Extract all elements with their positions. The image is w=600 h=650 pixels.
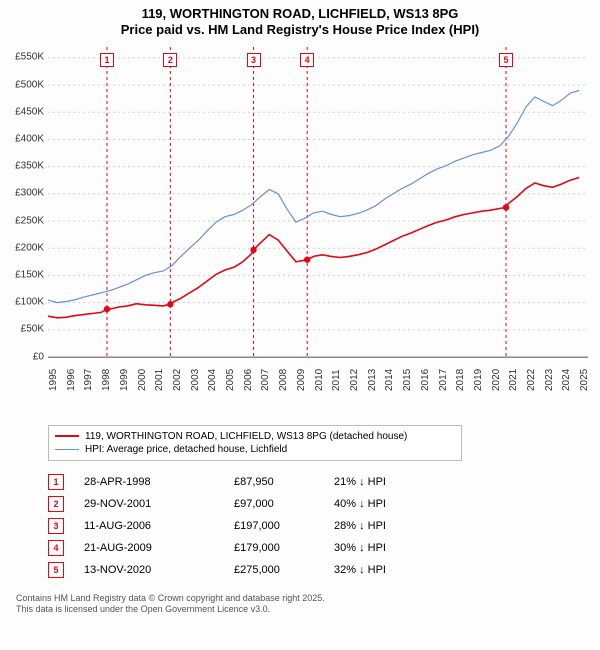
event-row: 311-AUG-2006£197,00028% ↓ HPI xyxy=(48,515,592,537)
chart-legend: 119, WORTHINGTON ROAD, LICHFIELD, WS13 8… xyxy=(48,425,462,461)
title-subtitle: Price paid vs. HM Land Registry's House … xyxy=(121,22,480,37)
event-marker-2: 2 xyxy=(163,53,177,67)
footer-licence: This data is licensed under the Open Gov… xyxy=(16,604,270,614)
event-row: 229-NOV-2001£97,00040% ↓ HPI xyxy=(48,493,592,515)
event-marker-3: 3 xyxy=(247,53,261,67)
legend-row: HPI: Average price, detached house, Lich… xyxy=(55,443,455,456)
event-row: 513-NOV-2020£275,00032% ↓ HPI xyxy=(48,559,592,581)
chart-title: 119, WORTHINGTON ROAD, LICHFIELD, WS13 8… xyxy=(8,6,592,39)
footer-copyright: Contains HM Land Registry data © Crown c… xyxy=(16,593,325,603)
event-marker-4: 4 xyxy=(300,53,314,67)
y-axis-labels: £0£50K£100K£150K£200K£250K£300K£350K£400… xyxy=(6,47,44,357)
footer: Contains HM Land Registry data © Crown c… xyxy=(16,593,592,616)
price-chart: £0£50K£100K£150K£200K£250K£300K£350K£400… xyxy=(48,47,588,377)
event-marker-5: 5 xyxy=(499,53,513,67)
event-row: 128-APR-1998£87,95021% ↓ HPI xyxy=(48,471,592,493)
chart-plot xyxy=(48,47,588,358)
event-marker-1: 1 xyxy=(100,53,114,67)
title-address: 119, WORTHINGTON ROAD, LICHFIELD, WS13 8… xyxy=(142,6,459,21)
legend-row: 119, WORTHINGTON ROAD, LICHFIELD, WS13 8… xyxy=(55,430,455,443)
event-row: 421-AUG-2009£179,00030% ↓ HPI xyxy=(48,537,592,559)
events-table: 128-APR-1998£87,95021% ↓ HPI229-NOV-2001… xyxy=(48,471,592,581)
x-axis-labels: 1995199619971998199920002001200220032004… xyxy=(48,359,588,399)
